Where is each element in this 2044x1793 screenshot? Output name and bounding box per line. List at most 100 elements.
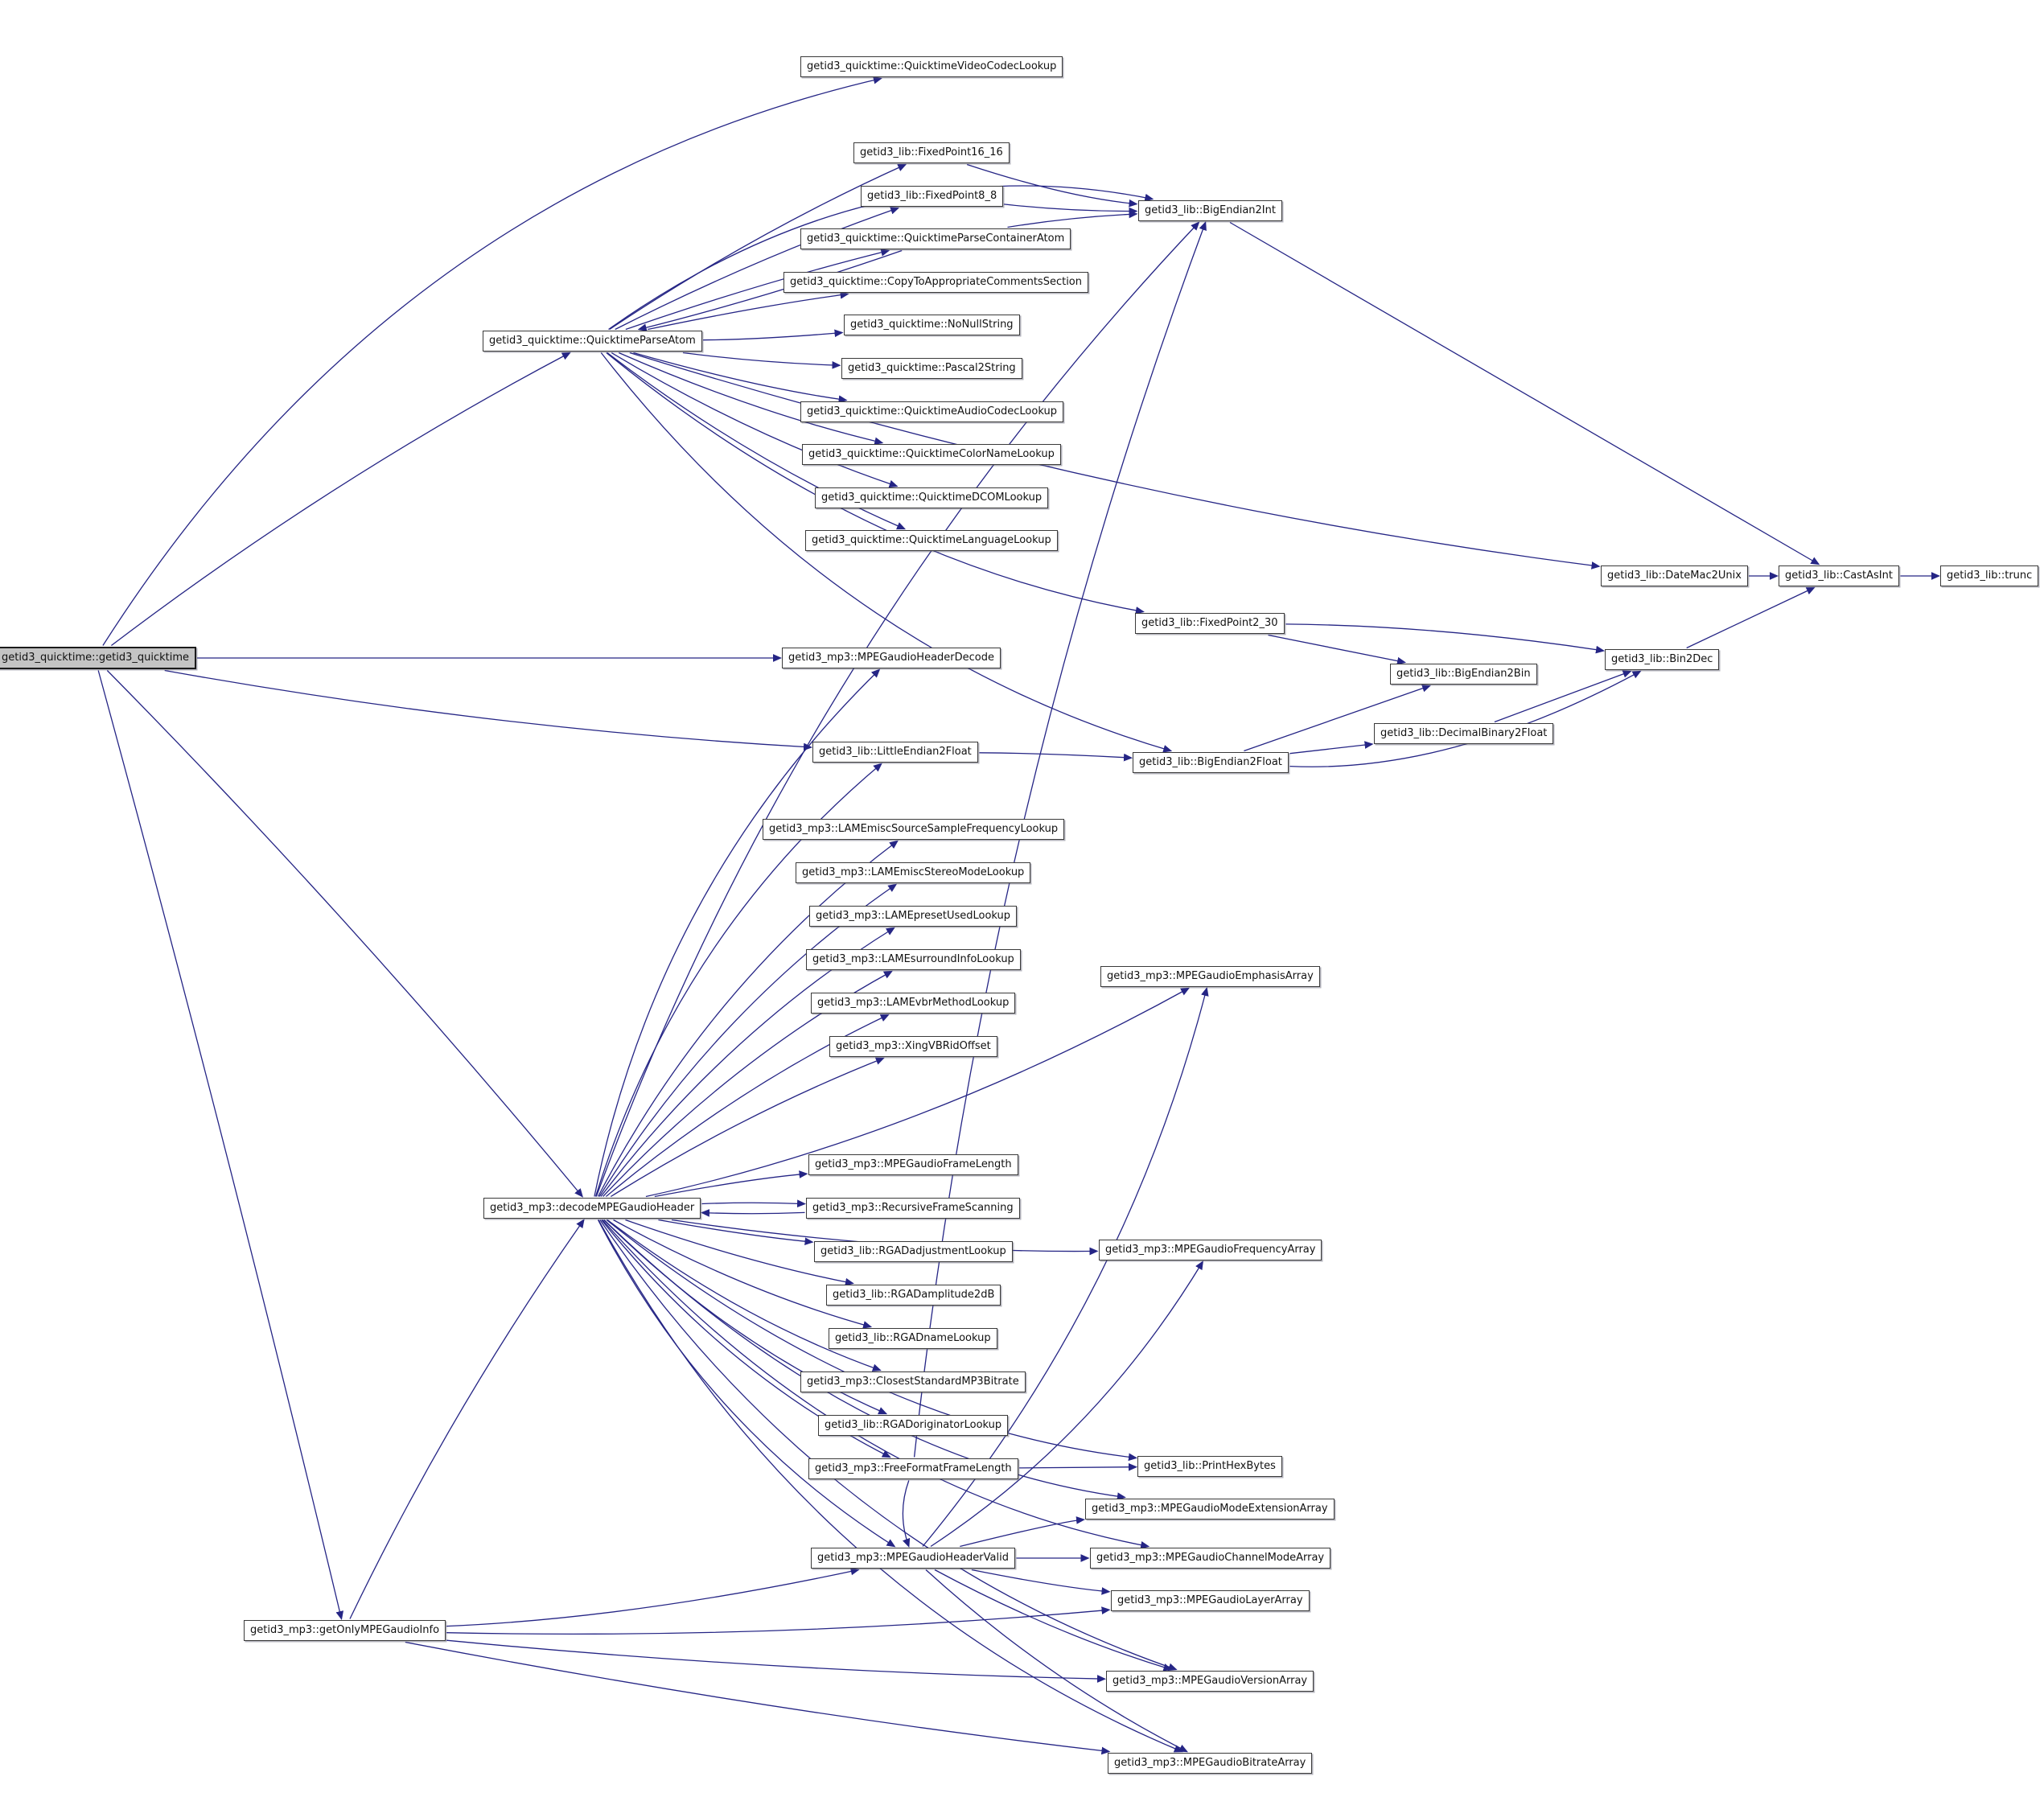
graph-node-qvcl[interactable]: getid3_quicktime::QuicktimeVideoCodecLoo… (800, 56, 1063, 77)
graph-node-label: getid3_lib::FixedPoint8_8 (867, 190, 997, 202)
edge-root-dmah (106, 670, 583, 1198)
graph-node-dmah[interactable]: getid3_mp3::decodeMPEGaudioHeader (483, 1198, 701, 1219)
edge-mahv-versa (934, 1569, 1173, 1672)
graph-node-label: getid3_mp3::MPEGaudioHeaderValid (817, 1552, 1009, 1564)
graph-node-label: getid3_mp3::FreeFormatFrameLength (815, 1462, 1012, 1474)
graph-node-rgadamp[interactable]: getid3_lib::RGADamplitude2dB (826, 1285, 1001, 1306)
graph-node-versa[interactable]: getid3_mp3::MPEGaudioVersionArray (1106, 1671, 1314, 1692)
graph-node-rgadorig[interactable]: getid3_lib::RGADoriginatorLookup (818, 1415, 1009, 1436)
edge-goma-bitra (405, 1641, 1111, 1755)
graph-node-phb[interactable]: getid3_lib::PrintHexBytes (1137, 1456, 1282, 1477)
graph-node-qacl[interactable]: getid3_quicktime::QuicktimeAudioCodecLoo… (800, 401, 1063, 422)
graph-node-p2s[interactable]: getid3_quicktime::Pascal2String (841, 358, 1022, 379)
graph-node-mphd[interactable]: getid3_mp3::MPEGaudioHeaderDecode (782, 648, 1001, 668)
graph-node-empha[interactable]: getid3_mp3::MPEGaudioEmphasisArray (1100, 966, 1320, 987)
graph-node-label: getid3_quicktime::QuicktimeDCOMLookup (821, 491, 1043, 504)
graph-node-label: getid3_lib::Bin2Dec (1611, 653, 1713, 665)
graph-node-root[interactable]: getid3_quicktime::getid3_quicktime (0, 647, 197, 669)
edge-qpa-qacl (633, 352, 848, 404)
graph-node-lamepreset[interactable]: getid3_mp3::LAMEpresetUsedLookup (809, 906, 1018, 927)
graph-node-be2b[interactable]: getid3_lib::BigEndian2Bin (1390, 664, 1537, 685)
graph-node-fp16[interactable]: getid3_lib::FixedPoint16_16 (853, 142, 1010, 163)
graph-node-be2f[interactable]: getid3_lib::BigEndian2Float (1133, 752, 1289, 773)
graph-node-label: getid3_mp3::MPEGaudioHeaderDecode (788, 652, 994, 664)
edge-lef-be2f (979, 752, 1133, 762)
graph-node-label: getid3_lib::DecimalBinary2Float (1380, 727, 1548, 739)
graph-node-label: getid3_mp3::LAMEmiscSourceSampleFrequenc… (769, 823, 1059, 835)
graph-node-qpca[interactable]: getid3_quicktime::QuicktimeParseContaine… (800, 228, 1071, 249)
graph-node-fp230[interactable]: getid3_lib::FixedPoint2_30 (1135, 613, 1285, 634)
graph-node-label: getid3_mp3::MPEGaudioEmphasisArray (1107, 970, 1314, 982)
edge-dmah-csmb (607, 1219, 882, 1371)
graph-node-label: getid3_mp3::MPEGaudioFrameLength (815, 1158, 1012, 1170)
graph-node-label: getid3_mp3::MPEGaudioModeExtensionArray (1092, 1503, 1328, 1515)
edge-dmah-be2i (595, 221, 1200, 1197)
edge-qpa-fp8 (615, 207, 900, 331)
graph-node-b2d[interactable]: getid3_lib::Bin2Dec (1605, 649, 1720, 670)
edge-dmah-bitra (598, 1219, 1183, 1753)
graph-node-label: getid3_mp3::LAMEpresetUsedLookup (816, 910, 1011, 922)
graph-node-qpa[interactable]: getid3_quicktime::QuicktimeParseAtom (483, 331, 702, 352)
graph-node-cai[interactable]: getid3_lib::CastAsInt (1779, 565, 1899, 586)
graph-node-lamevbr[interactable]: getid3_mp3::LAMEvbrMethodLookup (811, 993, 1016, 1014)
graph-node-freqa[interactable]: getid3_mp3::MPEGaudioFrequencyArray (1099, 1240, 1322, 1260)
graph-node-xing[interactable]: getid3_mp3::XingVBRidOffset (829, 1036, 997, 1057)
graph-node-lamesurround[interactable]: getid3_mp3::LAMEsurroundInfoLookup (806, 949, 1021, 970)
graph-node-label: getid3_mp3::MPEGaudioVersionArray (1112, 1675, 1308, 1687)
graph-node-label: getid3_quicktime::QuicktimeAudioCodecLoo… (807, 405, 1057, 417)
edge-dmah-empha (645, 987, 1191, 1198)
edge-dmah-mafl (654, 1170, 808, 1198)
graph-node-label: getid3_lib::LittleEndian2Float (819, 746, 972, 758)
graph-node-be2i[interactable]: getid3_lib::BigEndian2Int (1138, 200, 1282, 221)
graph-node-label: getid3_lib::FixedPoint16_16 (860, 146, 1003, 158)
edge-goma-versa (446, 1639, 1107, 1683)
graph-node-dm2u[interactable]: getid3_lib::DateMac2Unix (1601, 565, 1748, 586)
graph-node-label: getid3_lib::RGADnameLookup (835, 1332, 991, 1344)
graph-node-dbf[interactable]: getid3_lib::DecimalBinary2Float (1374, 723, 1554, 744)
graph-node-label: getid3_mp3::decodeMPEGaudioHeader (490, 1202, 695, 1214)
graph-node-label: getid3_lib::BigEndian2Float (1139, 756, 1282, 768)
graph-node-label: getid3_lib::trunc (1947, 570, 2033, 582)
edge-dmah-rgadname (613, 1219, 873, 1329)
graph-node-goma[interactable]: getid3_mp3::getOnlyMPEGaudioInfo (244, 1620, 446, 1641)
edge-mahv-layera (971, 1569, 1111, 1595)
edge-dmah-lamevbr (605, 1014, 890, 1197)
edge-qpa-qdcom (611, 352, 899, 488)
graph-node-rfs[interactable]: getid3_mp3::RecursiveFrameScanning (806, 1198, 1020, 1219)
graph-node-csmb[interactable]: getid3_mp3::ClosestStandardMP3Bitrate (800, 1371, 1026, 1392)
graph-node-fffl[interactable]: getid3_mp3::FreeFormatFrameLength (808, 1458, 1018, 1479)
graph-node-trunc[interactable]: getid3_lib::trunc (1940, 565, 2039, 586)
edge-fp230-b2d (1285, 623, 1606, 654)
graph-node-mahv[interactable]: getid3_mp3::MPEGaudioHeaderValid (811, 1548, 1015, 1569)
graph-node-label: getid3_quicktime::Pascal2String (848, 362, 1016, 374)
graph-node-rgadname[interactable]: getid3_lib::RGADnameLookup (829, 1328, 997, 1349)
graph-node-layera[interactable]: getid3_mp3::MPEGaudioLayerArray (1111, 1590, 1310, 1611)
graph-node-bitra[interactable]: getid3_mp3::MPEGaudioBitrateArray (1108, 1753, 1313, 1774)
graph-node-fp8[interactable]: getid3_lib::FixedPoint8_8 (861, 186, 1004, 207)
edge-qpa-ctacs (648, 290, 849, 331)
graph-node-lamesrc[interactable]: getid3_mp3::LAMEmiscSourceSampleFrequenc… (763, 819, 1065, 840)
graph-node-label: getid3_mp3::LAMEvbrMethodLookup (817, 997, 1010, 1009)
edge-b2d-cai (1686, 586, 1816, 649)
graph-node-ctacs[interactable]: getid3_quicktime::CopyToAppropriateComme… (783, 272, 1088, 293)
graph-node-label: getid3_lib::FixedPoint2_30 (1141, 617, 1278, 629)
graph-node-rgadadj[interactable]: getid3_lib::RGADadjustmentLookup (814, 1241, 1013, 1262)
graph-node-qdcom[interactable]: getid3_quicktime::QuicktimeDCOMLookup (815, 487, 1049, 508)
edge-qpa-be2f (600, 352, 1173, 753)
edge-qpa-nns (702, 329, 844, 341)
graph-node-mafl[interactable]: getid3_mp3::MPEGaudioFrameLength (808, 1154, 1018, 1175)
graph-node-chana[interactable]: getid3_mp3::MPEGaudioChannelModeArray (1090, 1548, 1331, 1569)
graph-node-qcnl[interactable]: getid3_quicktime::QuicktimeColorNameLook… (802, 444, 1061, 465)
edge-be2f-b2d (1289, 670, 1642, 767)
edge-root-qpa (111, 352, 571, 647)
graph-node-label: getid3_mp3::XingVBRidOffset (836, 1040, 991, 1052)
graph-node-lamestereo[interactable]: getid3_mp3::LAMEmiscStereoModeLookup (796, 862, 1031, 883)
edge-root-lef (164, 669, 813, 751)
graph-node-lef[interactable]: getid3_lib::LittleEndian2Float (812, 742, 978, 763)
graph-node-nns[interactable]: getid3_quicktime::NoNullString (844, 315, 1020, 335)
graph-node-label: getid3_mp3::LAMEsurroundInfoLookup (812, 953, 1014, 965)
edge-dmah-rgadamp (625, 1219, 854, 1286)
graph-node-qll[interactable]: getid3_quicktime::QuicktimeLanguageLooku… (805, 530, 1058, 551)
graph-node-modea[interactable]: getid3_mp3::MPEGaudioModeExtensionArray (1085, 1499, 1335, 1520)
